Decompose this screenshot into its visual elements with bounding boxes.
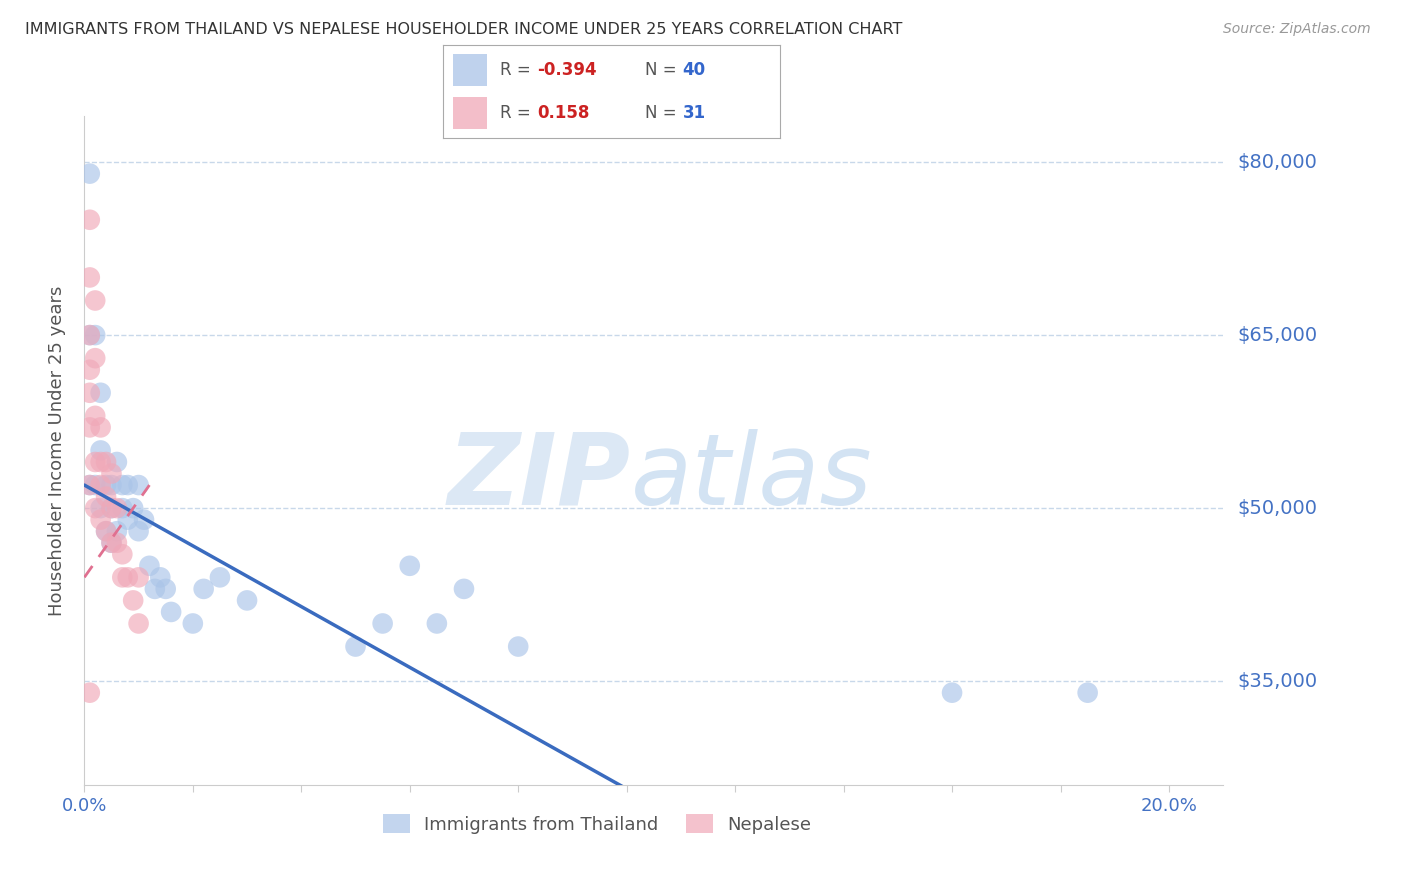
Point (117, 513, 139, 527)
Point (128, 616, 150, 631)
Point (117, 478, 139, 492)
Text: $50,000: $50,000 (1237, 499, 1317, 517)
Text: R =: R = (501, 61, 536, 78)
Point (138, 558, 160, 573)
Text: 0.158: 0.158 (537, 104, 589, 122)
Point (79, 270, 101, 285)
Point (100, 501, 122, 516)
Point (90, 455, 112, 469)
Point (79, 385, 101, 400)
Point (90, 478, 112, 492)
Point (84, 351, 107, 366)
Point (453, 582, 475, 596)
Point (79, 167, 101, 181)
Point (122, 593, 145, 607)
Text: IMMIGRANTS FROM THAILAND VS NEPALESE HOUSEHOLDER INCOME UNDER 25 YEARS CORRELATI: IMMIGRANTS FROM THAILAND VS NEPALESE HOU… (25, 22, 903, 37)
Point (84, 409, 107, 423)
Point (111, 478, 134, 492)
Text: N =: N = (645, 104, 688, 122)
FancyBboxPatch shape (453, 54, 486, 86)
Point (105, 524, 128, 539)
Point (193, 582, 215, 596)
Point (132, 513, 155, 527)
Point (371, 616, 394, 631)
Point (236, 593, 259, 607)
Text: Source: ZipAtlas.com: Source: ZipAtlas.com (1223, 22, 1371, 37)
Point (90, 443, 112, 458)
Point (94, 490, 117, 504)
Point (1077, 686, 1099, 700)
Point (111, 570, 134, 584)
FancyBboxPatch shape (453, 97, 486, 129)
Point (79, 328, 101, 343)
Point (155, 582, 177, 596)
Point (208, 570, 231, 584)
Point (90, 420, 112, 434)
Point (90, 513, 112, 527)
Point (344, 640, 367, 654)
Legend: Immigrants from Thailand, Nepalese: Immigrants from Thailand, Nepalese (374, 805, 820, 843)
Point (111, 547, 134, 561)
Point (79, 212, 101, 227)
Point (128, 524, 150, 539)
Point (90, 501, 112, 516)
Point (94, 524, 117, 539)
Text: -0.394: -0.394 (537, 61, 598, 78)
Point (79, 686, 101, 700)
Point (100, 478, 122, 492)
Text: N =: N = (645, 61, 682, 78)
Point (84, 501, 107, 516)
Point (426, 616, 449, 631)
Point (160, 605, 183, 619)
Point (111, 501, 134, 516)
Text: ZIP: ZIP (449, 429, 631, 525)
Point (117, 570, 139, 584)
Text: atlas: atlas (631, 429, 873, 525)
Point (105, 455, 128, 469)
Point (122, 501, 145, 516)
Point (90, 385, 112, 400)
Point (100, 535, 122, 549)
Text: $65,000: $65,000 (1237, 326, 1317, 344)
Point (94, 478, 117, 492)
Text: $35,000: $35,000 (1237, 672, 1317, 690)
Point (100, 467, 122, 481)
Point (143, 582, 166, 596)
Point (94, 524, 117, 539)
Point (128, 478, 150, 492)
Point (100, 535, 122, 549)
Point (105, 501, 128, 516)
Point (84, 455, 107, 469)
Point (398, 558, 420, 573)
Point (94, 455, 117, 469)
Point (79, 420, 101, 434)
Point (508, 640, 530, 654)
Point (941, 686, 963, 700)
Point (149, 570, 172, 584)
Y-axis label: Householder Income Under 25 years: Householder Income Under 25 years (48, 285, 66, 615)
Text: $80,000: $80,000 (1237, 153, 1317, 171)
Point (84, 478, 107, 492)
Text: 40: 40 (682, 61, 706, 78)
Point (128, 570, 150, 584)
Point (105, 535, 128, 549)
Point (100, 501, 122, 516)
Text: 31: 31 (682, 104, 706, 122)
Point (79, 362, 101, 376)
Point (181, 616, 204, 631)
Point (84, 293, 107, 308)
Point (79, 478, 101, 492)
Point (84, 328, 107, 343)
Point (79, 328, 101, 343)
Text: R =: R = (501, 104, 541, 122)
Point (79, 478, 101, 492)
